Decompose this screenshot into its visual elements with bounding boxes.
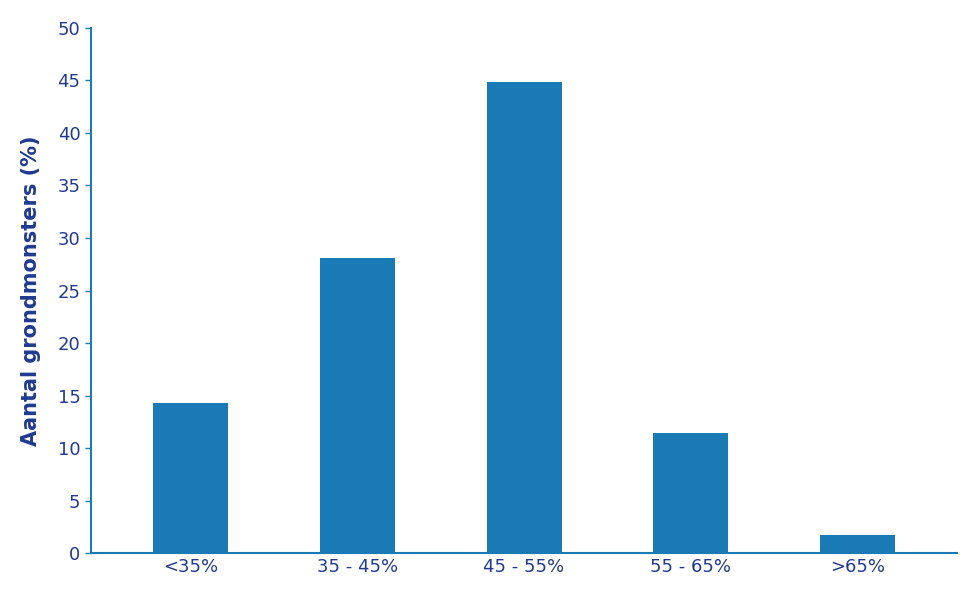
Bar — [819, 536, 894, 553]
Bar — [319, 258, 395, 553]
Bar — [487, 82, 561, 553]
Bar — [153, 403, 228, 553]
Bar — [653, 433, 727, 553]
Y-axis label: Aantal grondmonsters (%): Aantal grondmonsters (%) — [21, 136, 41, 446]
